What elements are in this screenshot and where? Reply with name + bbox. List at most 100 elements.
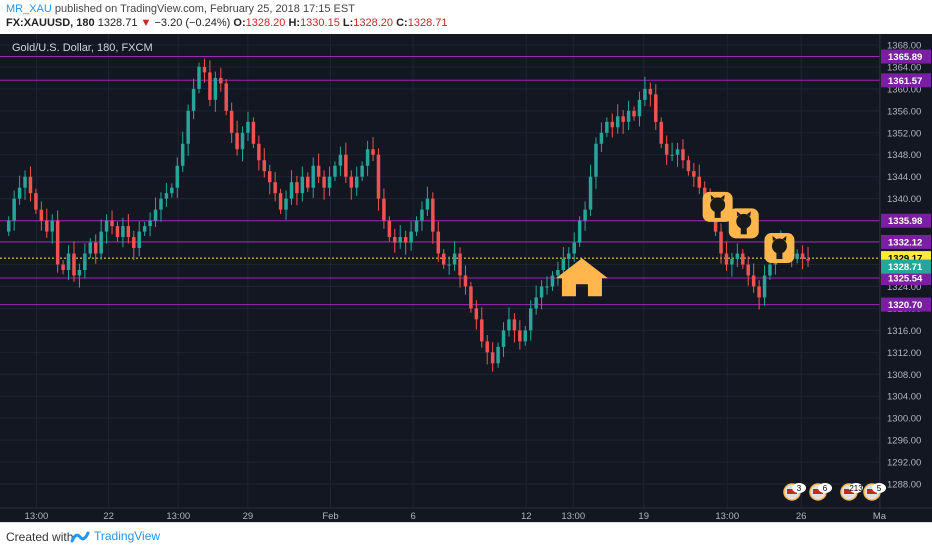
y-tick-label: 1348.00: [887, 150, 921, 161]
y-tick-label: 1356.00: [887, 106, 921, 117]
candle-body: [311, 165, 315, 188]
candle-body: [556, 270, 560, 276]
y-tick-label: 1312.00: [887, 348, 921, 359]
badge-count: 5: [877, 484, 882, 493]
candle-body: [681, 149, 685, 161]
candle-body: [643, 88, 647, 100]
candle-body: [539, 286, 544, 298]
candle-body: [219, 77, 223, 84]
candle-body: [148, 220, 152, 227]
candle-body: [686, 160, 691, 172]
badge-bubble: [849, 483, 863, 493]
y-tick-label: 1352.00: [887, 128, 921, 139]
candle-body: [545, 286, 549, 288]
x-tick-label: Ma: [873, 511, 887, 522]
candle-body: [795, 253, 799, 260]
candle-body: [50, 220, 54, 232]
x-tick-label: 12: [521, 511, 532, 522]
x-tick-label: 29: [243, 511, 254, 522]
candle-body: [72, 253, 76, 276]
candle-body: [490, 352, 495, 364]
change-value: −3.20 (−0.24%): [154, 17, 231, 29]
candle-body: [289, 182, 294, 199]
github-icon: [764, 233, 795, 264]
candle-body: [371, 149, 375, 155]
event-badges: 3 6 213 5: [783, 483, 886, 501]
y-tick-label: 1308.00: [887, 370, 921, 381]
candle-body: [496, 346, 500, 364]
house-shape: [555, 258, 608, 297]
price-chart[interactable]: 1288.00 1292.00 1296.00 1300.00 1304.00 1308.…: [0, 34, 932, 522]
candle-body: [518, 330, 522, 342]
candles: [6, 58, 810, 372]
candle-body: [572, 242, 576, 254]
open-value: 1328.20: [245, 17, 286, 29]
chart-header: MR_XAU published on TradingView.com, Feb…: [0, 0, 932, 34]
candle-body: [583, 209, 587, 221]
y-tick-label: 1324.00: [887, 282, 921, 293]
candle-body: [224, 83, 228, 111]
low-label: L:: [342, 17, 354, 29]
candle-body: [751, 275, 756, 287]
badge-bubble: [818, 483, 832, 493]
candle-body: [567, 253, 571, 260]
candle-body: [333, 165, 337, 177]
y-tick-label: 1364.00: [887, 62, 921, 73]
candle-body: [474, 308, 479, 320]
candle-body: [534, 297, 538, 309]
tradingview-brand[interactable]: TradingView: [94, 529, 161, 543]
house-icon: [555, 258, 608, 297]
candle-body: [278, 193, 283, 210]
candle-body: [99, 231, 103, 254]
candle-body: [398, 237, 402, 243]
candle-body: [338, 154, 343, 166]
candle-body: [675, 149, 680, 155]
level-label-bg: [881, 73, 931, 88]
author-link[interactable]: MR_XAU: [6, 3, 52, 15]
candle-body: [746, 264, 750, 276]
badge-count: 6: [823, 484, 828, 493]
candle-body: [246, 121, 250, 133]
open-label: O:: [233, 17, 246, 29]
candle-body: [88, 242, 93, 254]
x-axis: 13:00 22 13:00 29 Feb 6 12 13:00 19 13:00 26 Ma: [25, 511, 887, 522]
candle-body: [191, 88, 196, 111]
level-label: 1320.70: [888, 300, 922, 311]
x-tick-label: 13:00: [715, 511, 739, 522]
candle-body: [447, 264, 451, 266]
flag-stripe: [787, 489, 797, 494]
candle-body: [458, 253, 462, 276]
candle-body: [159, 198, 163, 210]
tradingview-logo-icon: [70, 531, 90, 543]
symbol-label: FX:XAUUSD, 180: [6, 17, 95, 29]
candle-body: [800, 253, 805, 260]
candle-body: [77, 270, 82, 276]
candle-body: [213, 77, 218, 100]
level-label: 1361.57: [888, 76, 922, 87]
price-line-label: 1329.17: [888, 254, 922, 265]
candle-body: [425, 198, 430, 210]
candle-body: [664, 143, 669, 155]
candle-body: [316, 165, 321, 177]
candle-body: [235, 132, 239, 150]
y-tick-label: 1344.00: [887, 172, 921, 183]
candle-body: [588, 176, 593, 210]
x-tick-label: Feb: [322, 511, 338, 522]
level-labels: 1365.89 1361.57 1335.98 1332.12 1325.54 1320.…: [881, 49, 931, 312]
candle-body: [6, 220, 11, 232]
candle-body: [61, 264, 65, 270]
github-head: [736, 213, 752, 229]
time-scale[interactable]: [0, 508, 932, 522]
candle-body: [594, 143, 598, 177]
candle-body: [441, 253, 446, 265]
candle-body: [66, 253, 71, 270]
github-ears: [772, 236, 787, 242]
high-label: H:: [288, 17, 301, 29]
candle-body: [648, 88, 653, 95]
candle-body: [284, 198, 288, 210]
candle-body: [697, 176, 702, 188]
candle-body: [180, 143, 185, 166]
candle-body: [523, 330, 528, 342]
candle-body: [768, 264, 772, 276]
github-body: [714, 209, 721, 218]
